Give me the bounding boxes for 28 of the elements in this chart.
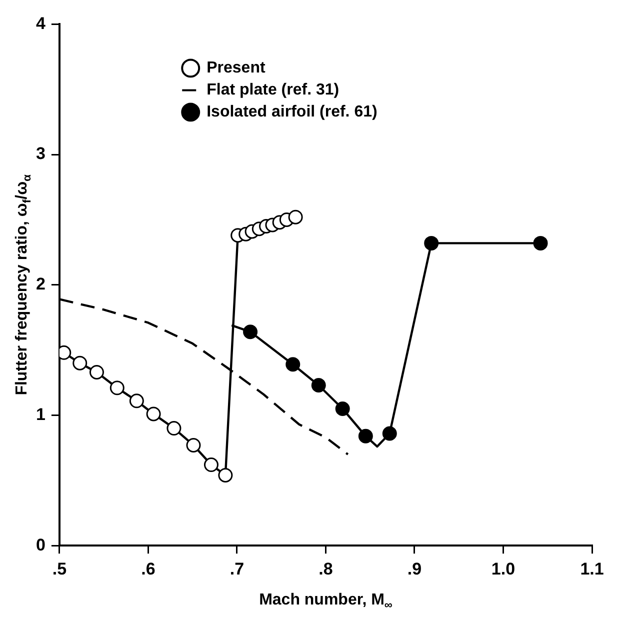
point bbox=[186, 438, 201, 452]
x-tick-label: .7 bbox=[230, 559, 244, 578]
legend-label: Flat plate (ref. 31) bbox=[206, 82, 340, 99]
legend-label: Isolated airfoil (ref. 61) bbox=[206, 104, 378, 121]
x-tick-label: .8 bbox=[318, 559, 333, 578]
y-tick-label: 1 bbox=[36, 404, 46, 424]
x-tick-label: .6 bbox=[141, 559, 156, 578]
point bbox=[166, 421, 182, 436]
y-tick-label: 0 bbox=[36, 535, 46, 554]
y-tick-label: 4 bbox=[36, 14, 46, 33]
point bbox=[288, 210, 303, 224]
point bbox=[204, 458, 218, 472]
point bbox=[146, 406, 161, 422]
point bbox=[89, 364, 104, 380]
x-tick-label: .9 bbox=[407, 559, 422, 578]
y-tick-label: 2 bbox=[36, 274, 46, 294]
point bbox=[72, 356, 88, 370]
legend-label: Present bbox=[206, 60, 266, 77]
point bbox=[533, 236, 548, 250]
point bbox=[129, 394, 144, 408]
point bbox=[110, 380, 124, 396]
x-tick-label: .5 bbox=[52, 559, 67, 578]
x-tick-label: 1.1 bbox=[580, 559, 604, 578]
x-axis-title: Mach number, M∞ bbox=[259, 591, 392, 612]
point bbox=[218, 468, 233, 482]
x-tick-label: 1.0 bbox=[491, 559, 516, 578]
y-axis-title: Flutter frequency ratio, ωf/ωα bbox=[13, 174, 34, 396]
y-tick-label: 3 bbox=[36, 144, 46, 164]
